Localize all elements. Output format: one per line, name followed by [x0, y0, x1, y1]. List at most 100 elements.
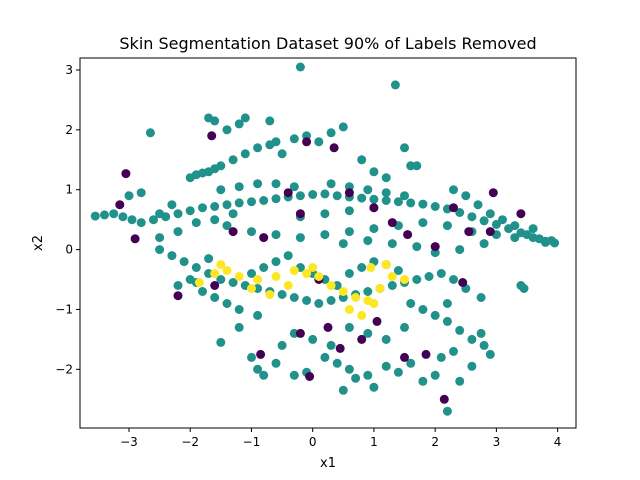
- scatter-point: [283, 188, 293, 198]
- scatter-point: [476, 328, 486, 338]
- scatter-point: [277, 340, 287, 350]
- scatter-point: [406, 358, 416, 368]
- scatter-point: [479, 340, 489, 350]
- scatter-point: [363, 236, 373, 246]
- scatter-point: [363, 328, 373, 338]
- scatter-point: [387, 281, 397, 290]
- scatter-point: [259, 233, 269, 243]
- scatter-point: [357, 310, 367, 320]
- scatter-point: [289, 370, 299, 380]
- scatter-point: [393, 266, 403, 275]
- scatter-point: [381, 334, 391, 344]
- scatter-point: [406, 161, 416, 171]
- scatter-point: [479, 216, 489, 226]
- scatter-point: [136, 218, 146, 228]
- y-tick-label: 2: [65, 123, 73, 137]
- scatter-point: [332, 358, 342, 368]
- scatter-point: [510, 233, 520, 243]
- scatter-point: [418, 199, 428, 209]
- scatter-point: [216, 337, 226, 347]
- scatter-point: [400, 191, 409, 201]
- scatter-point: [314, 137, 324, 147]
- scatter-point: [234, 182, 244, 192]
- scatter-point: [295, 233, 305, 243]
- scatter-point: [118, 212, 128, 222]
- scatter-point: [234, 322, 244, 332]
- scatter-point: [256, 349, 266, 359]
- scatter-point: [357, 263, 367, 272]
- scatter-point: [320, 209, 330, 219]
- scatter-point: [289, 266, 299, 275]
- scatter-point: [320, 189, 330, 199]
- scatter-point: [198, 203, 207, 213]
- scatter-point: [323, 322, 333, 332]
- scatter-point: [295, 209, 305, 219]
- scatter-point: [253, 275, 263, 284]
- scatter-point: [344, 305, 354, 314]
- scatter-point: [194, 278, 204, 287]
- scatter-point: [476, 293, 486, 302]
- scatter-point: [381, 361, 391, 371]
- scatter-point: [400, 322, 409, 332]
- scatter-point: [127, 215, 137, 225]
- scatter-point: [369, 382, 379, 392]
- scatter-point: [528, 224, 538, 234]
- scatter-point: [436, 269, 446, 278]
- scatter-point: [259, 370, 269, 380]
- scatter-point: [418, 305, 428, 314]
- scatter-point: [204, 254, 214, 264]
- scatter-point: [314, 272, 324, 281]
- scatter-point: [547, 236, 556, 246]
- scatter-point: [259, 196, 269, 205]
- scatter-point: [271, 137, 281, 147]
- scatter-point: [240, 149, 250, 159]
- scatter-point: [308, 263, 318, 272]
- scatter-point: [449, 185, 458, 195]
- x-tick-label: −3: [120, 435, 138, 449]
- scatter-point: [381, 188, 391, 198]
- scatter-point: [271, 257, 281, 267]
- scatter-point: [277, 149, 287, 159]
- scatter-point: [234, 198, 244, 208]
- scatter-point: [338, 385, 348, 395]
- scatter-point: [210, 215, 220, 225]
- scatter-point: [228, 278, 238, 287]
- scatter-point: [418, 218, 428, 228]
- scatter-point: [485, 227, 495, 237]
- scatter-point: [369, 167, 379, 177]
- x-axis-ticks: −3 −2 −1 0 1 2 3 4: [120, 428, 561, 449]
- scatter-point: [247, 284, 256, 293]
- scatter-point: [216, 161, 226, 171]
- scatter-point: [449, 275, 458, 284]
- scatter-point: [412, 242, 422, 252]
- x-tick-label: −1: [243, 435, 261, 449]
- scatter-point: [406, 198, 416, 208]
- scatter-point: [173, 281, 183, 290]
- scatter-point: [326, 128, 336, 138]
- scatter-point: [124, 191, 134, 201]
- scatter-point: [439, 394, 449, 404]
- scatter-point: [381, 173, 391, 183]
- scatter-point: [216, 260, 226, 270]
- scatter-point: [191, 218, 201, 228]
- scatter-point: [372, 316, 382, 326]
- scatter-point: [455, 208, 465, 217]
- scatter-point: [216, 275, 226, 284]
- scatter-point: [442, 299, 452, 308]
- scatter-point: [222, 125, 232, 135]
- scatter-point: [259, 263, 269, 272]
- scatter-point: [400, 143, 409, 153]
- scatter-point: [109, 209, 119, 219]
- scatter-point: [412, 275, 422, 284]
- scatter-point: [155, 233, 165, 243]
- scatter-point: [442, 316, 452, 326]
- scatter-point: [222, 200, 232, 210]
- scatter-point: [271, 179, 281, 189]
- scatter-point: [185, 206, 195, 216]
- scatter-point: [302, 296, 312, 305]
- scatter-point: [363, 287, 373, 296]
- scatter-point: [222, 299, 232, 308]
- scatter-point: [265, 116, 275, 126]
- scatter-point: [173, 227, 183, 237]
- scatter-point: [400, 352, 409, 362]
